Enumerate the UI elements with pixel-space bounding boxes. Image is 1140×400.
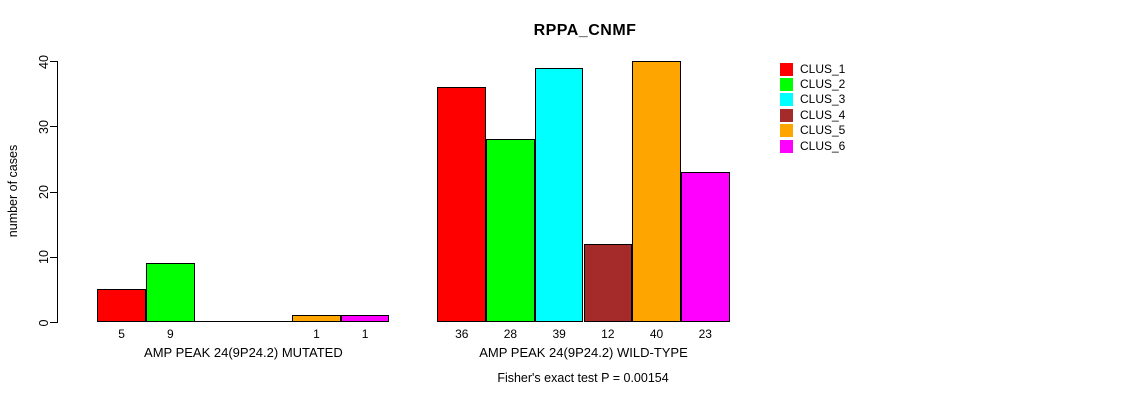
bar-value-label: 12 [601, 327, 615, 341]
y-axis-tick [50, 322, 57, 323]
legend-label-clus_3: CLUS_3 [800, 92, 846, 107]
bar-value-label: 39 [552, 327, 566, 341]
bar-clus_2-wild-type [486, 139, 535, 322]
legend-swatch-clus_4 [780, 108, 793, 122]
bar-clus_5-mutated [292, 315, 341, 322]
legend-swatch-clus_3 [780, 93, 793, 107]
y-axis-tick [50, 191, 57, 193]
bar-value-label: 28 [503, 327, 518, 341]
bar-clus_3-mutated-zero [194, 321, 245, 322]
chart-title: RPPA_CNMF [533, 22, 637, 39]
bar-value-label: 36 [455, 327, 469, 341]
bar-value-label: 1 [313, 327, 320, 341]
x-axis-group-label: AMP PEAK 24(9P24.2) WILD-TYPE [479, 345, 688, 360]
y-axis-tick [50, 61, 57, 62]
bar-value-label: 9 [167, 327, 174, 341]
bar-value-label: 1 [361, 327, 369, 341]
legend-label-clus_6: CLUS_6 [800, 138, 846, 153]
bar-clus_3-wild-type [534, 67, 584, 322]
bar-clus_6-mutated [340, 315, 390, 322]
legend-swatch-clus_2 [780, 77, 793, 91]
bar-value-label: 5 [118, 327, 125, 341]
legend-label-clus_5: CLUS_5 [800, 123, 846, 138]
legend-swatch-clus_5 [780, 124, 793, 138]
bar-clus_5-wild-type [632, 61, 681, 322]
bar-clus_6-wild-type [680, 171, 730, 322]
legend-label-clus_1: CLUS_1 [800, 61, 846, 76]
annotation-fisher-test: Fisher's exact test P = 0.00154 [497, 371, 669, 385]
bar-value-label: 40 [649, 327, 664, 341]
bar-clus_4-mutated-zero [243, 321, 294, 322]
bar-clus_4-wild-type [583, 243, 633, 322]
legend-swatch-clus_1 [780, 62, 793, 76]
bar-clus_1-mutated [97, 289, 146, 322]
bar-value-label: 23 [698, 327, 712, 341]
x-axis-group-label: AMP PEAK 24(9P24.2) MUTATED [144, 345, 343, 360]
bar-clus_2-mutated [146, 263, 195, 322]
y-axis-line [57, 61, 58, 323]
y-axis-tick [50, 256, 57, 258]
legend-swatch-clus_6 [780, 139, 793, 153]
y-axis-tick [50, 126, 57, 128]
legend-label-clus_4: CLUS_4 [800, 107, 846, 122]
bar-clus_1-wild-type [437, 87, 487, 322]
legend-label-clus_2: CLUS_2 [800, 76, 846, 91]
